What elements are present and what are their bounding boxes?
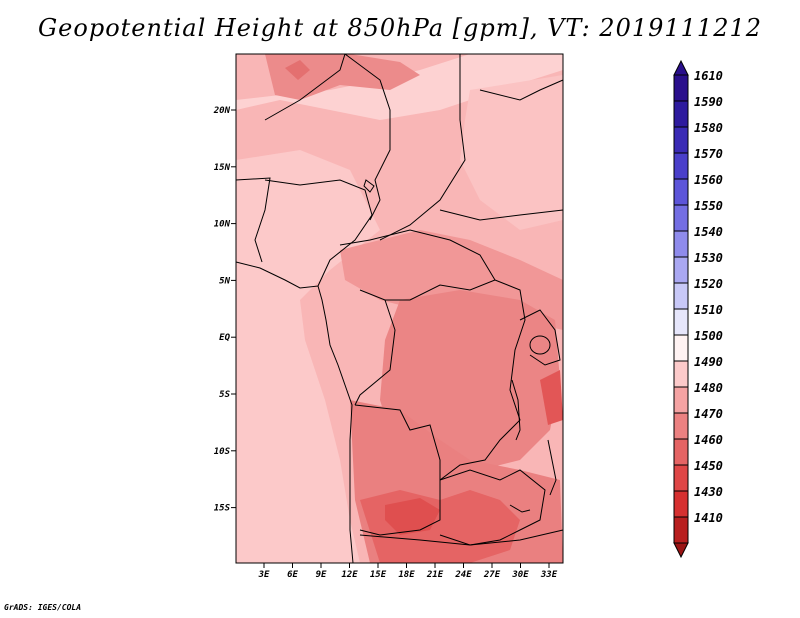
border-great-lakes (519, 309, 561, 366)
lat-tick-label: 20N (213, 106, 231, 116)
lat-tick-label: 5N (219, 276, 230, 286)
border-south (359, 529, 564, 546)
colorbar-swatch (673, 308, 689, 336)
colorbar-label: 1550 (694, 199, 723, 213)
colorbar-bottom-arrow (673, 542, 689, 559)
border-nigeria (264, 179, 373, 287)
map-panel (235, 53, 564, 564)
colorbar-label: 1460 (694, 433, 723, 447)
colorbar-label: 1530 (694, 251, 723, 265)
border-drc-north (354, 299, 396, 406)
colorbar-label: 1500 (694, 329, 723, 343)
border-sudan-southsudan (439, 209, 564, 221)
height-region-lowest-zambia (385, 498, 440, 535)
colorbar-swatch (673, 152, 689, 180)
colorbar-swatch (673, 464, 689, 492)
colorbar-label: 1520 (694, 277, 723, 291)
colorbar-label: 1490 (694, 355, 723, 369)
lon-tick-label: 15E (370, 570, 387, 580)
height-region-light-north (236, 54, 563, 120)
border-zambia (439, 469, 546, 546)
colorbar-swatch (673, 230, 689, 258)
lake-victoria (529, 335, 551, 355)
lon-tick-label: 3E (258, 570, 270, 580)
lat-tick-label: 10S (214, 447, 231, 457)
grads-credit: GrADS: IGES/COLA (4, 603, 82, 612)
lake-kariba (509, 504, 531, 513)
colorbar-label: 1480 (694, 381, 723, 395)
lake-tanganyika (511, 379, 521, 441)
colorbar-swatch (673, 516, 689, 544)
colorbar-label: 1560 (694, 173, 723, 187)
lat-tick-label: 10N (214, 220, 231, 230)
colorbar: 1610 1590 1580 1570 1560 1550 1540 1530 1520 1510… (673, 59, 723, 559)
border-angola (354, 404, 441, 536)
colorbar-label: 1450 (694, 459, 723, 473)
height-region-lowest-east (540, 370, 563, 425)
colorbar-swatch (673, 412, 689, 440)
lon-tick-label: 21E (426, 570, 444, 580)
lat-tick-label: 15N (214, 163, 231, 173)
colorbar-swatch (673, 204, 689, 232)
lake-chad (363, 179, 375, 193)
border-drc-east (439, 279, 526, 481)
lon-tick-label: 9E (316, 570, 327, 580)
colorbar-swatch (673, 282, 689, 310)
colorbar-swatch (673, 360, 689, 388)
colorbar-swatch (673, 256, 689, 284)
colorbar-label: 1470 (694, 407, 723, 421)
border-libya-sudan (344, 53, 391, 221)
colorbar-label: 1430 (694, 485, 723, 499)
border-west-sahel (235, 177, 271, 263)
colorbar-label: 1540 (694, 225, 723, 239)
colorbar-swatch (673, 126, 689, 154)
coastline-west (235, 261, 354, 564)
height-region-light-northeast (460, 75, 563, 230)
border-niger-chad (264, 53, 346, 121)
height-region-north-core (285, 60, 310, 80)
lon-tick-label: 12E (341, 570, 358, 580)
lat-tick-label: EQ (219, 333, 230, 343)
lon-tick-label: 33E (540, 570, 558, 580)
lon-tick-label: 27E (483, 570, 501, 580)
lon-tick-label: 30E (511, 570, 529, 580)
lon-tick-label: 18E (398, 570, 415, 580)
colorbar-top-arrow (673, 59, 689, 76)
longitude-axis: 3E 6E 9E 12E 15E 18E 21E 24E 27E 30E 33E (258, 563, 558, 580)
lat-tick-label: 5S (219, 390, 230, 400)
colorbar-label: 1510 (694, 303, 723, 317)
chart-title: Geopotential Height at 850hPa [gpm], VT:… (38, 14, 762, 42)
colorbar-swatch (673, 334, 689, 362)
border-sudan-east (379, 54, 466, 241)
lake-malawi (547, 439, 557, 496)
colorbar-swatch (673, 178, 689, 206)
colorbar-swatch (673, 438, 689, 466)
map-frame (235, 53, 564, 564)
border-ethiopia (479, 79, 564, 101)
colorbar-label: 1580 (694, 121, 723, 135)
country-borders (235, 53, 564, 564)
lon-tick-label: 24E (454, 570, 472, 580)
colorbar-label: 1570 (694, 147, 723, 161)
colorbar-swatch (673, 386, 689, 414)
colorbar-swatch (673, 490, 689, 518)
colorbar-label: 1610 (694, 69, 723, 83)
colorbar-swatch (673, 74, 689, 102)
lat-tick-label: 15S (214, 504, 231, 514)
lon-tick-label: 6E (287, 570, 298, 580)
lakes (363, 179, 557, 513)
colorbar-swatch (673, 100, 689, 128)
colorbar-label: 1590 (694, 95, 723, 109)
colorbar-label: 1410 (694, 511, 723, 525)
latitude-axis: 20N 15N 10N 5N EQ 5S 10S 15S (213, 106, 236, 514)
